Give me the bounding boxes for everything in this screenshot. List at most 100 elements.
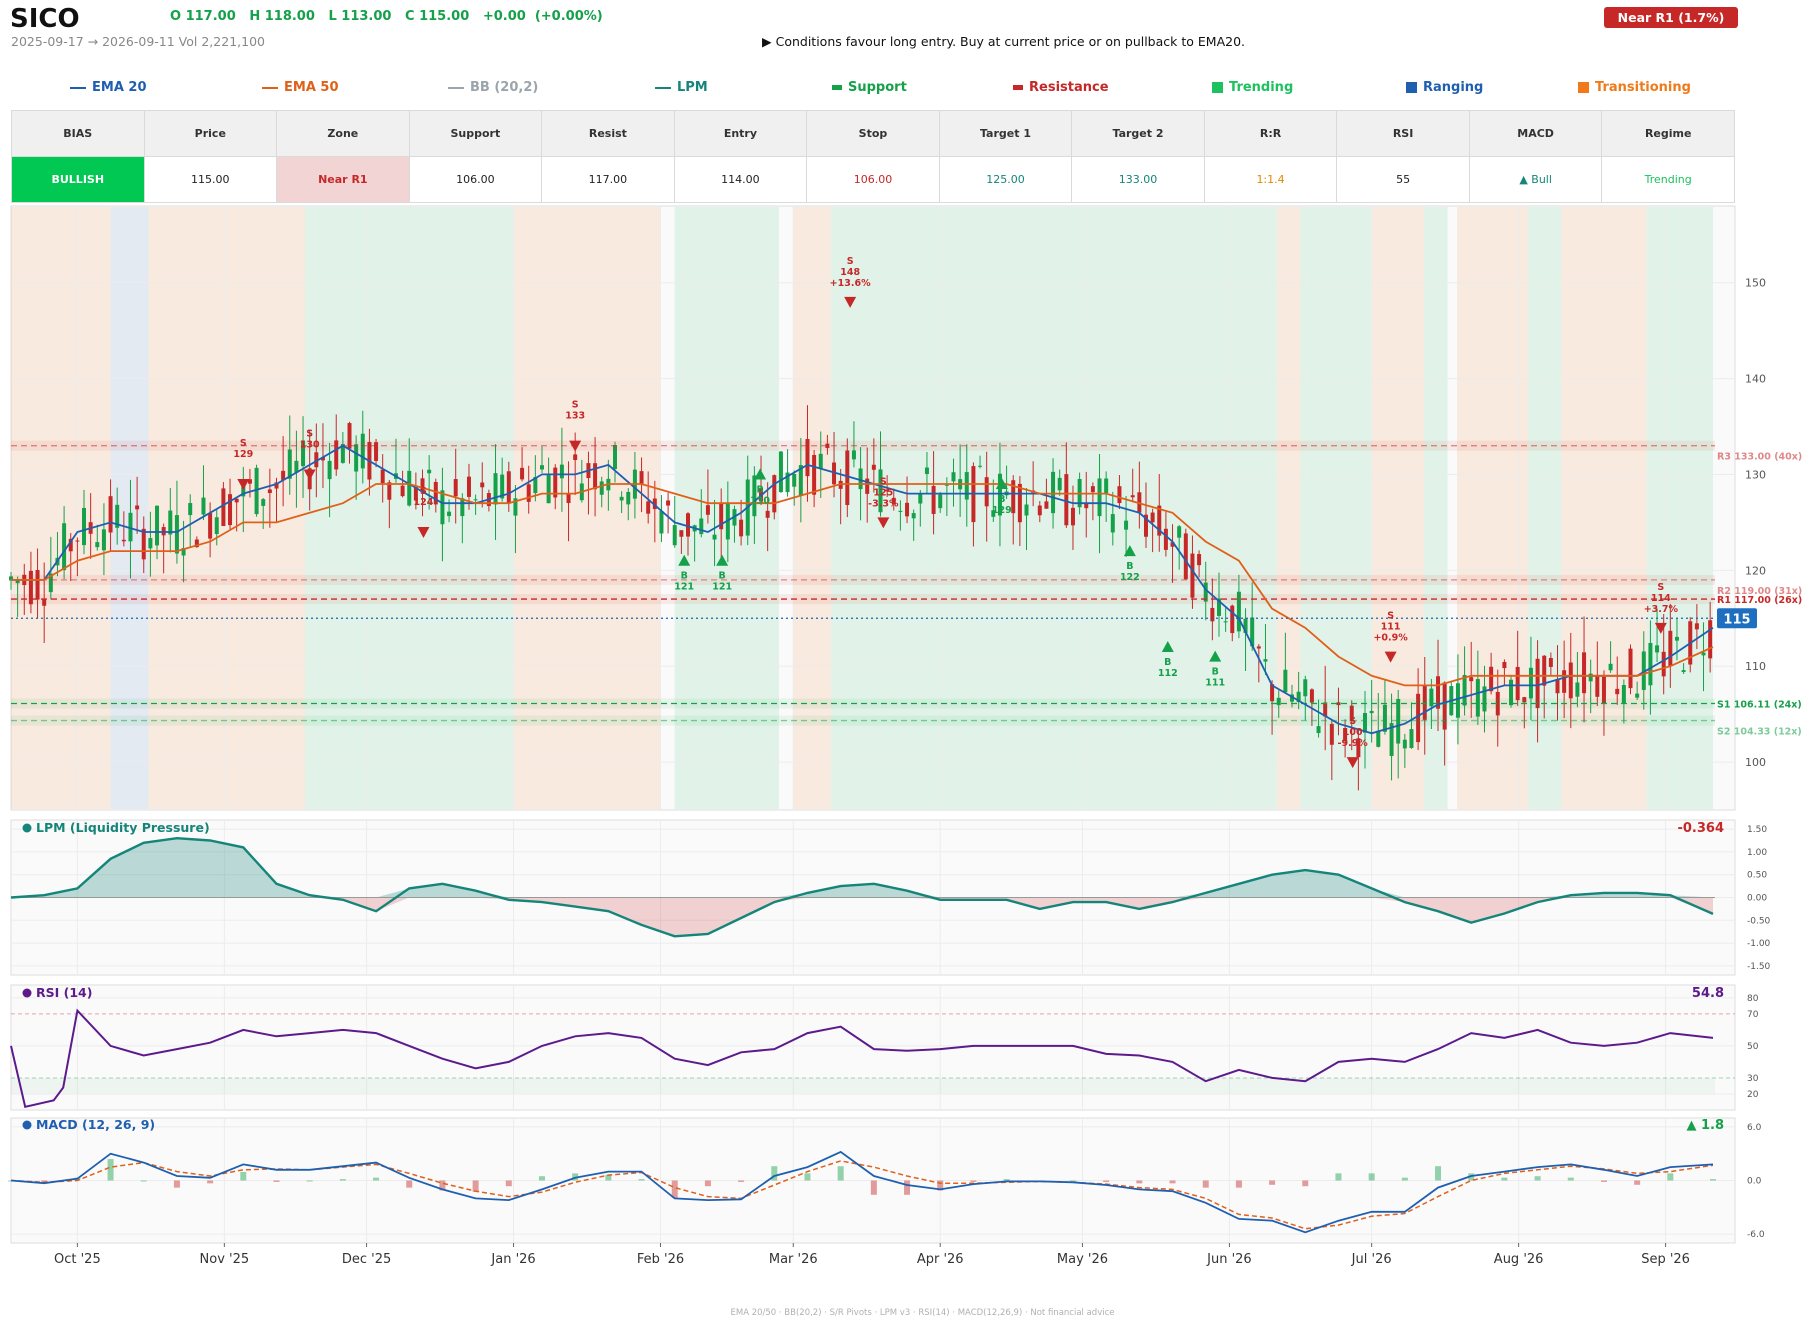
candle-body [1349,705,1354,722]
candle-body [1482,686,1487,712]
signal-price: 133 [565,411,585,422]
candle-body [1429,688,1434,707]
candle-body [75,540,80,542]
stats-header-zone: Zone [276,110,410,157]
candle-body [281,470,286,481]
legend-label: Ranging [1423,80,1484,95]
candle-body [1097,478,1102,517]
candle-body [1582,652,1587,694]
candle-body [95,542,100,548]
candle-body [82,507,87,546]
price-tick-label: 120 [1745,564,1766,577]
candle-body [905,502,910,517]
candle-body [739,519,744,537]
candle-body [1143,514,1148,537]
signal-price: 125 [873,487,893,498]
candle-body [1210,607,1215,622]
candle-body [1197,554,1202,566]
candle-body [1528,667,1533,699]
stats-value-r-r: 1:1.4 [1203,156,1338,203]
candle-body [221,488,226,527]
signal-price: 111 [1381,622,1401,633]
macd-histogram-bar [107,1159,114,1181]
candle-body [871,464,876,470]
sell-signal-marker [877,517,890,529]
candle-body [1363,712,1368,733]
candle-body [792,474,797,487]
candle-body [845,450,850,506]
candle-body [327,460,332,480]
candle-body [1223,621,1228,623]
candle-body [938,494,943,509]
legend-swatch [1013,85,1023,90]
signal-side: S [1657,582,1664,593]
regime-band-trending [1423,207,1448,809]
signal-pct: +3.7% [1644,604,1679,615]
sr-label: R1 117.00 (26x) [1717,595,1802,606]
x-tick-label: Jul '26 [1351,1252,1392,1267]
stats-value-zone: Near R1 [276,156,410,203]
candle-body [473,499,478,501]
ohlc-readout: O 117.00 H 118.00 L 113.00 C 115.00 +0.0… [170,9,603,24]
price-tick-label: 150 [1745,277,1766,290]
signal-price: 129 [233,449,253,460]
macd-histogram-bar [1202,1180,1209,1188]
candle-body [1163,528,1168,550]
signal-side: B [998,494,1005,505]
regime-band-transitioning [1276,207,1301,809]
x-tick-label: Nov '25 [200,1252,250,1267]
candle-body [1495,691,1500,716]
candle-body [1170,542,1175,547]
candle-body [294,460,299,473]
candle-body [267,489,272,494]
candle-body [374,442,379,461]
last-price-tag [1717,608,1757,629]
candle-body [1024,504,1029,516]
candle-body [42,598,47,606]
stats-value-resist: 117.00 [541,156,675,203]
candle-body [68,538,73,552]
legend-swatch [832,85,842,90]
candle-body [148,538,153,549]
candle-body [533,477,538,494]
candle-body [115,504,120,528]
candle-body [188,503,193,516]
candle-body [1303,679,1308,697]
buy-signal-marker [1209,650,1222,662]
signal-side: B [1212,667,1219,678]
buy-signal-marker [1161,641,1174,653]
candle-body [1276,697,1281,706]
candle-body [380,469,385,484]
candle-body [1037,505,1042,516]
candle-body [619,496,624,501]
rsi-tick-label: 50 [1747,1042,1759,1052]
macd-histogram-bar [1269,1180,1276,1185]
sell-signal-marker [237,479,250,491]
candle-body [765,510,770,518]
candle-body [208,513,213,539]
macd-histogram-bar [306,1180,313,1182]
macd-histogram-bar [704,1180,711,1187]
candle-body [1090,486,1095,493]
macd-histogram-bar [41,1180,48,1182]
candle-body [28,570,33,605]
macd-histogram-bar [904,1180,911,1195]
macd-panel: -6.0 0.0 6.0 MACD (12, 26, 9) ▲ 1.8 [8,1117,1765,1244]
candle-body [1376,730,1381,747]
candle-body [347,423,352,449]
macd-histogram-bar [207,1180,214,1184]
candle-body [354,444,359,472]
signal-pct: -9.9% [1338,738,1369,749]
macd-histogram-bar [638,1179,645,1181]
macd-histogram-bar [538,1176,545,1181]
signal-side: B [681,571,688,582]
sell-signal-marker [417,526,430,538]
signal-price: 130 [750,495,770,506]
candle-body [427,469,432,474]
candle-body [453,479,458,497]
last-price-label: 115 [1723,612,1750,627]
signal-side: B [719,571,726,582]
candle-body [194,539,199,548]
x-tick-label: May '26 [1057,1252,1108,1267]
candle-body [1290,694,1295,702]
